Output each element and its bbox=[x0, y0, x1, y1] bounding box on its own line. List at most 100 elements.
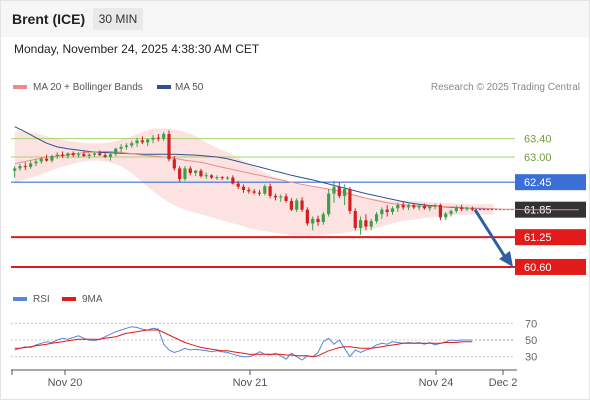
rsi-legend-swatch bbox=[13, 297, 27, 301]
x-axis-label: Nov 20 bbox=[48, 377, 83, 389]
candle-body bbox=[39, 158, 43, 162]
candle-body bbox=[284, 196, 288, 201]
candle-body bbox=[183, 168, 187, 179]
candle-body bbox=[295, 200, 299, 210]
candle-body bbox=[55, 154, 59, 157]
x-axis-label: Nov 21 bbox=[233, 377, 268, 389]
rsi-tick-50: 50 bbox=[525, 335, 537, 347]
candle-body bbox=[247, 189, 251, 192]
candle-body bbox=[279, 196, 283, 198]
candle-body bbox=[103, 155, 107, 157]
candle-body bbox=[135, 140, 139, 144]
candle-body bbox=[172, 159, 176, 169]
candle-body bbox=[87, 154, 91, 157]
candle-body bbox=[114, 148, 118, 155]
candle-body bbox=[162, 134, 166, 139]
candle-body bbox=[374, 214, 379, 222]
ma20-legend-label: MA 20 + Bollinger Bands bbox=[33, 82, 143, 93]
candle-body bbox=[438, 205, 443, 218]
price-level-label-63.40: 63.40 bbox=[524, 134, 552, 146]
candle-body bbox=[209, 175, 214, 178]
candle-body bbox=[332, 186, 336, 194]
candle-body bbox=[300, 200, 304, 210]
candle-body bbox=[257, 192, 262, 194]
rsi-tick-30: 30 bbox=[525, 352, 537, 364]
ma50-legend-swatch bbox=[157, 85, 171, 89]
candle-body bbox=[130, 143, 134, 146]
candle-body bbox=[50, 156, 54, 161]
candle-body bbox=[188, 168, 192, 173]
candle-body bbox=[92, 153, 97, 155]
candle-body bbox=[401, 205, 405, 208]
candle-body bbox=[194, 170, 198, 173]
price-level-label-61.25: 61.25 bbox=[524, 232, 552, 244]
rsi-ma-line bbox=[14, 329, 473, 358]
rsi-ma-legend-swatch bbox=[62, 297, 76, 301]
x-axis-label: Nov 24 bbox=[419, 377, 454, 389]
candle-body bbox=[460, 207, 464, 210]
candle-body bbox=[337, 186, 341, 196]
candle-body bbox=[470, 208, 474, 210]
candle-body bbox=[348, 189, 352, 212]
candle-body bbox=[18, 166, 22, 169]
forecast-arrow-head bbox=[499, 250, 513, 267]
candle-body bbox=[140, 140, 144, 143]
price-plot-area: 63.40 63.00 62.45 61.85 61.25 60.60 bbox=[11, 126, 586, 275]
candle-body bbox=[204, 175, 208, 177]
candle-body bbox=[396, 205, 400, 209]
rsi-plot-area: 70 50 30 bbox=[11, 318, 537, 364]
price-level-label-60.60: 60.60 bbox=[524, 262, 552, 274]
candle-body bbox=[273, 195, 278, 198]
candle-body bbox=[380, 209, 384, 215]
candle-body bbox=[263, 186, 267, 194]
candle-body bbox=[124, 145, 129, 147]
candle-body bbox=[82, 154, 86, 157]
candle-body bbox=[119, 146, 123, 149]
price-level-tag-60.60 bbox=[515, 258, 586, 275]
candle-body bbox=[417, 206, 421, 208]
price-level-label-62.45: 62.45 bbox=[524, 177, 552, 189]
candle-body bbox=[433, 205, 437, 207]
candle-body bbox=[178, 168, 182, 179]
instrument-title: Brent (ICE) bbox=[12, 11, 86, 27]
candle-body bbox=[156, 137, 160, 139]
price-level-label-61.85: 61.85 bbox=[524, 205, 552, 217]
candle-body bbox=[146, 139, 150, 143]
candle-body bbox=[44, 158, 49, 161]
candle-body bbox=[23, 166, 27, 168]
candle-body bbox=[428, 206, 432, 209]
candle-body bbox=[252, 191, 256, 193]
candle-body bbox=[29, 163, 33, 168]
candle-body bbox=[316, 218, 320, 223]
price-level-tag-61.25 bbox=[515, 229, 586, 246]
candle-body bbox=[34, 161, 38, 164]
rsi-line bbox=[14, 326, 473, 361]
candle-body bbox=[268, 186, 272, 196]
candle-body bbox=[98, 153, 102, 156]
candle-body bbox=[108, 154, 113, 157]
ma20-line bbox=[14, 151, 579, 211]
candle-body bbox=[353, 211, 357, 228]
candle-body bbox=[358, 220, 363, 228]
candle-body bbox=[199, 170, 203, 177]
candle-body bbox=[406, 205, 411, 208]
candle-body bbox=[449, 211, 453, 214]
rsi-tick-70: 70 bbox=[525, 318, 537, 330]
candle-body bbox=[444, 213, 448, 218]
price-level-label-63.00: 63.00 bbox=[524, 152, 552, 164]
research-credit: Research © 2025 Trading Central bbox=[431, 82, 580, 93]
rsi-ma-legend-label: 9MA bbox=[82, 294, 103, 305]
candle-body bbox=[369, 221, 373, 227]
candle-body bbox=[465, 208, 469, 210]
rsi-legend-label: RSI bbox=[33, 294, 50, 305]
candle-body bbox=[364, 220, 368, 227]
candle-body bbox=[311, 218, 315, 224]
timeframe-button[interactable]: 30 MIN bbox=[93, 8, 143, 30]
candle-body bbox=[422, 206, 427, 209]
candle-body bbox=[385, 209, 389, 212]
ma20-legend-swatch bbox=[13, 85, 27, 89]
candle-body bbox=[289, 200, 293, 210]
timestamp: Monday, November 24, 2025 4:38:30 AM CET bbox=[14, 42, 260, 56]
